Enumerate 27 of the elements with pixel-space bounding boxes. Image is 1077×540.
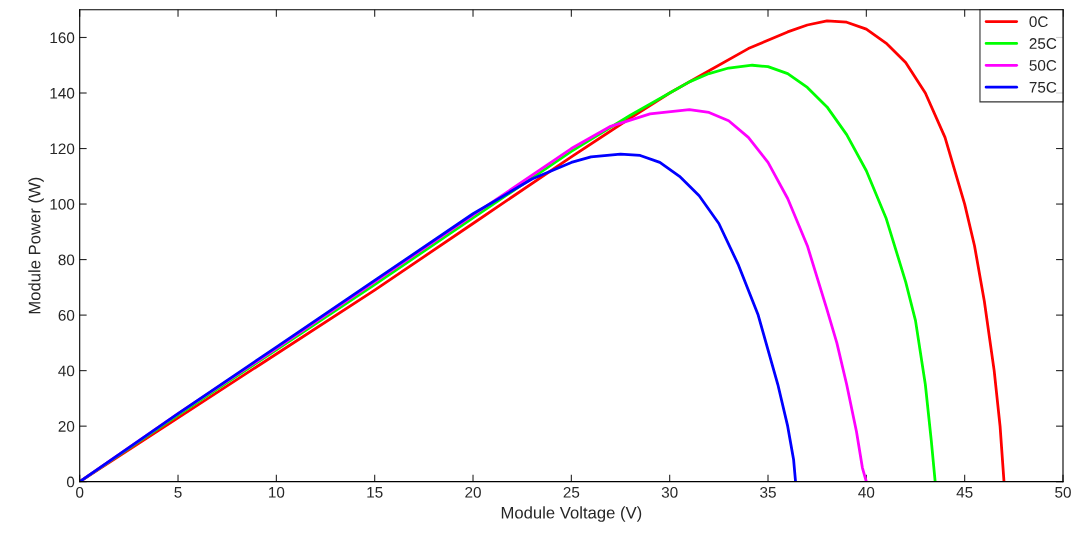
y-tick-label: 80 [58,254,75,266]
legend-label: 25C [1029,38,1057,49]
y-tick-label: 120 [50,143,75,155]
y-tick-label: 100 [50,198,75,210]
y-tick-label: 0 [66,476,75,488]
x-tick-label: 45 [956,487,973,498]
legend-label: 0C [1029,16,1048,28]
y-tick-label: 40 [58,365,75,377]
x-tick-label: 0 [76,486,84,498]
x-tick-label: 40 [858,486,875,498]
x-tick-label: 5 [174,487,182,498]
x-tick-label: 35 [760,486,776,498]
x-tick-label: 25 [563,486,580,498]
y-tick-label: 140 [50,87,75,99]
y-tick-label: 160 [50,32,75,44]
legend-label: 50C [1029,60,1057,71]
y-tick-label: 60 [58,309,75,321]
y-tick-label: 20 [58,421,75,432]
y-axis-title: Module Power (W) [28,177,44,314]
x-tick-label: 50 [1055,486,1071,498]
x-tick-label: 15 [367,487,383,498]
x-tick-label: 30 [661,486,678,498]
x-axis-title: Module Voltage (V) [501,506,642,522]
legend-label: 75C [1029,81,1057,93]
line-series [79,152,797,482]
x-tick-label: 20 [465,486,481,498]
x-tick-label: 10 [269,486,285,498]
